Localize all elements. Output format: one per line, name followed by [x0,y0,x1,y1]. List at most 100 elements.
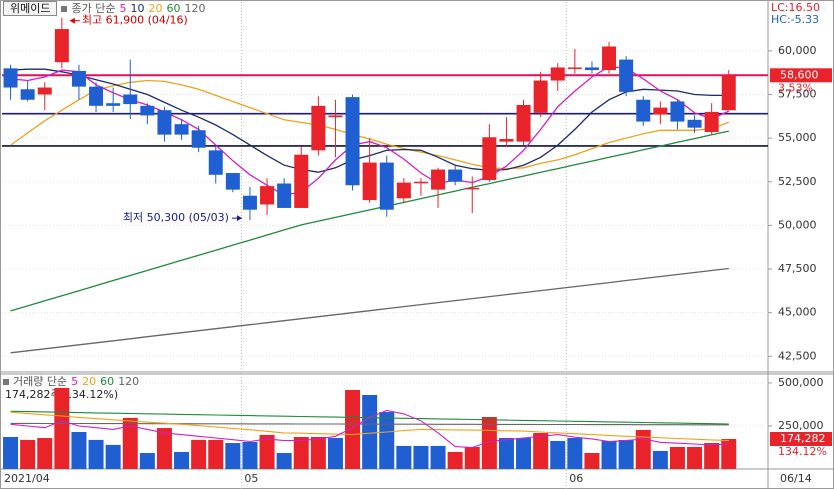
volume-bar [191,439,207,469]
candle-body [516,104,531,142]
volume-bar [156,428,172,469]
candle-body [208,150,223,175]
change-label: 3.53% [778,81,813,94]
legend-marker [3,379,9,385]
price-legend: 위메이드 종가 단순 5 10 20 60 120 [3,1,209,16]
candle-body [191,130,206,148]
candle-body [704,111,719,133]
candle-body [721,75,736,111]
candle-body [550,67,565,81]
high-annotation: 최고 61,900 (04/16) [82,14,188,27]
volume-bar [139,452,155,469]
volume-ma-line [10,409,729,449]
volume-bar [293,436,309,469]
legend-entry: 5 [119,2,127,15]
x-tick-label: 05 [244,472,258,485]
last-volume-label: 174,282 [780,432,826,445]
volume-bar [208,439,224,469]
volume-bar [20,439,36,469]
x-tick-label: 2021/04 [4,472,50,485]
candle-body [602,46,617,71]
volume-ma-line [10,411,729,442]
candle-body [140,105,155,116]
volume-bar [430,445,446,469]
volume-bar [687,446,703,469]
candle-body [465,187,480,190]
candle-body [431,169,446,190]
volume-legend: 거래량 단순 5 20 60 120 [3,375,143,389]
legend-entry: 20 [82,375,97,388]
candle-body [3,68,18,88]
ma-line [10,267,729,354]
volume-bar [122,417,138,469]
candle-body [174,124,189,135]
legend-entry: 60 [100,375,115,388]
legend-entry: 120 [184,2,206,15]
volume-bar [310,436,326,469]
x-tick-label: 06/14 [780,472,812,485]
candle-body [448,169,463,182]
candle-body [533,80,548,113]
candle-body [345,97,360,186]
volume-label: 거래량 단순 [13,375,68,388]
volume-ma-line [10,422,729,426]
volume-bar [225,443,241,469]
candle-body [670,101,685,122]
y-tick-label: 45,000 [778,306,817,319]
volume-bar [533,433,549,469]
volume-bar [464,446,480,469]
candle-body [499,139,514,142]
candle-body [242,195,257,210]
volume-bar [721,439,737,469]
candle-body [311,105,326,151]
volume-bar [584,452,600,469]
legend-marker [61,6,68,12]
candle-body [482,137,497,181]
candle-body [379,162,394,210]
ma-label: 종가 단순 [71,2,116,15]
candle-body [653,107,668,115]
candle-body [294,154,309,208]
candle-body [71,70,86,87]
volume-bar [3,436,19,469]
volume-bar [71,431,87,469]
volume-bar [498,438,514,469]
hc-label: HC:-5.33 [771,13,819,26]
y-tick-label: 57,500 [778,88,817,101]
candle-body [396,182,411,199]
volume-bar [379,412,395,469]
volume-bar [242,441,258,469]
volume-bar [635,429,651,469]
volume-bar [447,451,463,469]
candle-body [277,183,292,208]
candle-body [687,119,702,128]
y-tick-label: 55,000 [778,131,817,144]
legend-entry: 10 [130,2,145,15]
volume-bar [345,390,361,469]
candle-body [567,67,582,69]
y-tick-label: 47,500 [778,262,817,275]
legend-entry: 20 [148,2,163,15]
volume-bar [54,387,70,469]
candle-body [37,87,52,95]
y-tick-label: 50,000 [778,218,817,231]
candle-body [619,59,634,92]
volume-bar [327,438,343,469]
volume-bar [105,444,121,469]
legend-entry: 120 [118,375,140,388]
volume-bar [276,452,292,469]
last-volume-box [770,432,832,447]
volume-bar [413,445,429,469]
candle-body [260,186,275,205]
y-tick-label: 52,500 [778,175,817,188]
volume-bar [174,451,190,469]
y-tick-label: 60,000 [778,44,817,57]
last-price-label: 58,600 [780,68,819,81]
candle-body [636,99,651,122]
candle-body [225,173,240,190]
volume-bar [396,445,412,469]
volume-bar [669,446,685,469]
volume-bar [259,434,275,469]
